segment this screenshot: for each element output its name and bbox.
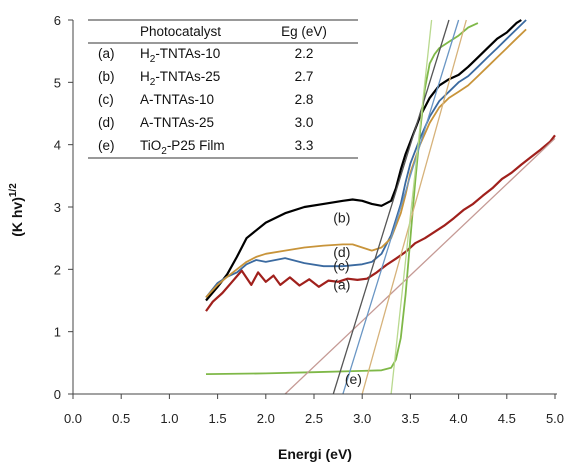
legend-row-id: (b) [98, 69, 115, 84]
tangent-line-a [284, 137, 556, 395]
legend-row-name-subscript: 2 [161, 146, 167, 157]
legend-rows: (a) H2-TNTAs-10 2.2(b) H2-TNTAs-25 2.7(c) A-T… [98, 46, 313, 157]
legend-row-name: A-TNTAs-25 [140, 115, 214, 130]
legend-table: Photocatalyst Eg (eV) (a) H2-TNTAs-10 2.2(… [88, 19, 358, 159]
x-tick-label: 5.0 [546, 411, 564, 426]
tangent-line-d [361, 19, 467, 395]
x-tick-label: 4.5 [498, 411, 516, 426]
tangent-line-b [332, 19, 450, 395]
legend-row-eg: 2.2 [295, 46, 314, 61]
x-tick-label: 4.0 [450, 411, 468, 426]
x-tick-label: 2.0 [257, 411, 275, 426]
legend-row-name: TiO2-P25 Film [140, 138, 225, 157]
y-tick-label: 2 [54, 262, 61, 277]
x-tick-label: 1.5 [209, 411, 227, 426]
legend-row-name-part: A-TNTAs-10 [140, 92, 214, 107]
x-ticks: 0.0 0.5 1.0 1.5 2.0 2.5 3.0 3.5 4.0 4.5 5.0 [64, 394, 564, 426]
legend-row-id: (e) [98, 138, 115, 153]
series-line-b [205, 19, 522, 302]
legend-row-name-part: H [140, 46, 150, 61]
legend-row-name-part: -TNTAs-25 [155, 69, 220, 84]
legend-row-name: A-TNTAs-10 [140, 92, 214, 107]
y-tick-label: 4 [54, 138, 61, 153]
legend-row-name-part: TiO [140, 138, 161, 153]
y-ticks: 0 1 2 3 4 5 6 [54, 13, 73, 402]
x-tick-label: 0.0 [64, 411, 82, 426]
series-line-e [205, 22, 479, 375]
legend-row-name: H2-TNTAs-10 [140, 46, 220, 65]
x-tick-label: 1.0 [160, 411, 178, 426]
legend-row-name-part: -TNTAs-10 [155, 46, 220, 61]
curve-label-d: (d) [333, 244, 350, 260]
legend-header-eg: Eg (eV) [281, 24, 327, 39]
tangent-line-c [342, 19, 460, 395]
x-tick-label: 0.5 [112, 411, 130, 426]
y-tick-label: 3 [54, 200, 61, 215]
x-tick-label: 3.0 [353, 411, 371, 426]
legend-row-id: (d) [98, 115, 115, 130]
series-line-c [205, 19, 527, 298]
legend-row-name-part: -P25 Film [167, 138, 225, 153]
legend-row-name-subscript: 2 [150, 77, 156, 88]
y-axis-label: (K hv)1/2 [8, 183, 25, 237]
y-axis-label-base: (K hv) [9, 197, 25, 237]
x-axis-label: Energi (eV) [278, 446, 352, 462]
legend-row-eg: 3.3 [295, 138, 314, 153]
axes: 0.0 0.5 1.0 1.5 2.0 2.5 3.0 3.5 4.0 4.5 5.0 0 1 2 3 4 5… [54, 13, 564, 426]
legend-row-id: (a) [98, 46, 115, 61]
legend-row-eg: 2.8 [295, 92, 314, 107]
legend-row-eg: 3.0 [295, 115, 314, 130]
y-tick-label: 5 [54, 75, 61, 90]
curve-label-e: (e) [345, 371, 362, 387]
y-tick-label: 1 [54, 325, 61, 340]
legend-header-photocatalyst: Photocatalyst [140, 24, 221, 39]
legend-row-name-part: H [140, 69, 150, 84]
curve-label-b: (b) [333, 210, 350, 226]
legend-row-name: H2-TNTAs-25 [140, 69, 220, 88]
legend-row-eg: 2.7 [295, 69, 314, 84]
x-tick-label: 2.5 [305, 411, 323, 426]
y-tick-label: 6 [54, 13, 61, 28]
y-tick-label: 0 [54, 387, 61, 402]
x-tick-label: 3.5 [401, 411, 419, 426]
legend-row-name-subscript: 2 [150, 54, 156, 65]
tangent-line-e [390, 19, 433, 395]
series-line-a [205, 134, 556, 312]
curves-layer [205, 19, 556, 375]
series-line-d [205, 28, 527, 299]
curve-labels: (b) (d)(c) (a) (e) [333, 210, 362, 387]
tangent-lines-layer [284, 19, 556, 395]
y-axis-label-sup: 1/2 [8, 183, 19, 197]
curve-label-c: (c) [333, 258, 349, 274]
curve-label-a: (a) [333, 276, 350, 292]
legend-row-id: (c) [98, 92, 114, 107]
legend-row-name-part: A-TNTAs-25 [140, 115, 214, 130]
